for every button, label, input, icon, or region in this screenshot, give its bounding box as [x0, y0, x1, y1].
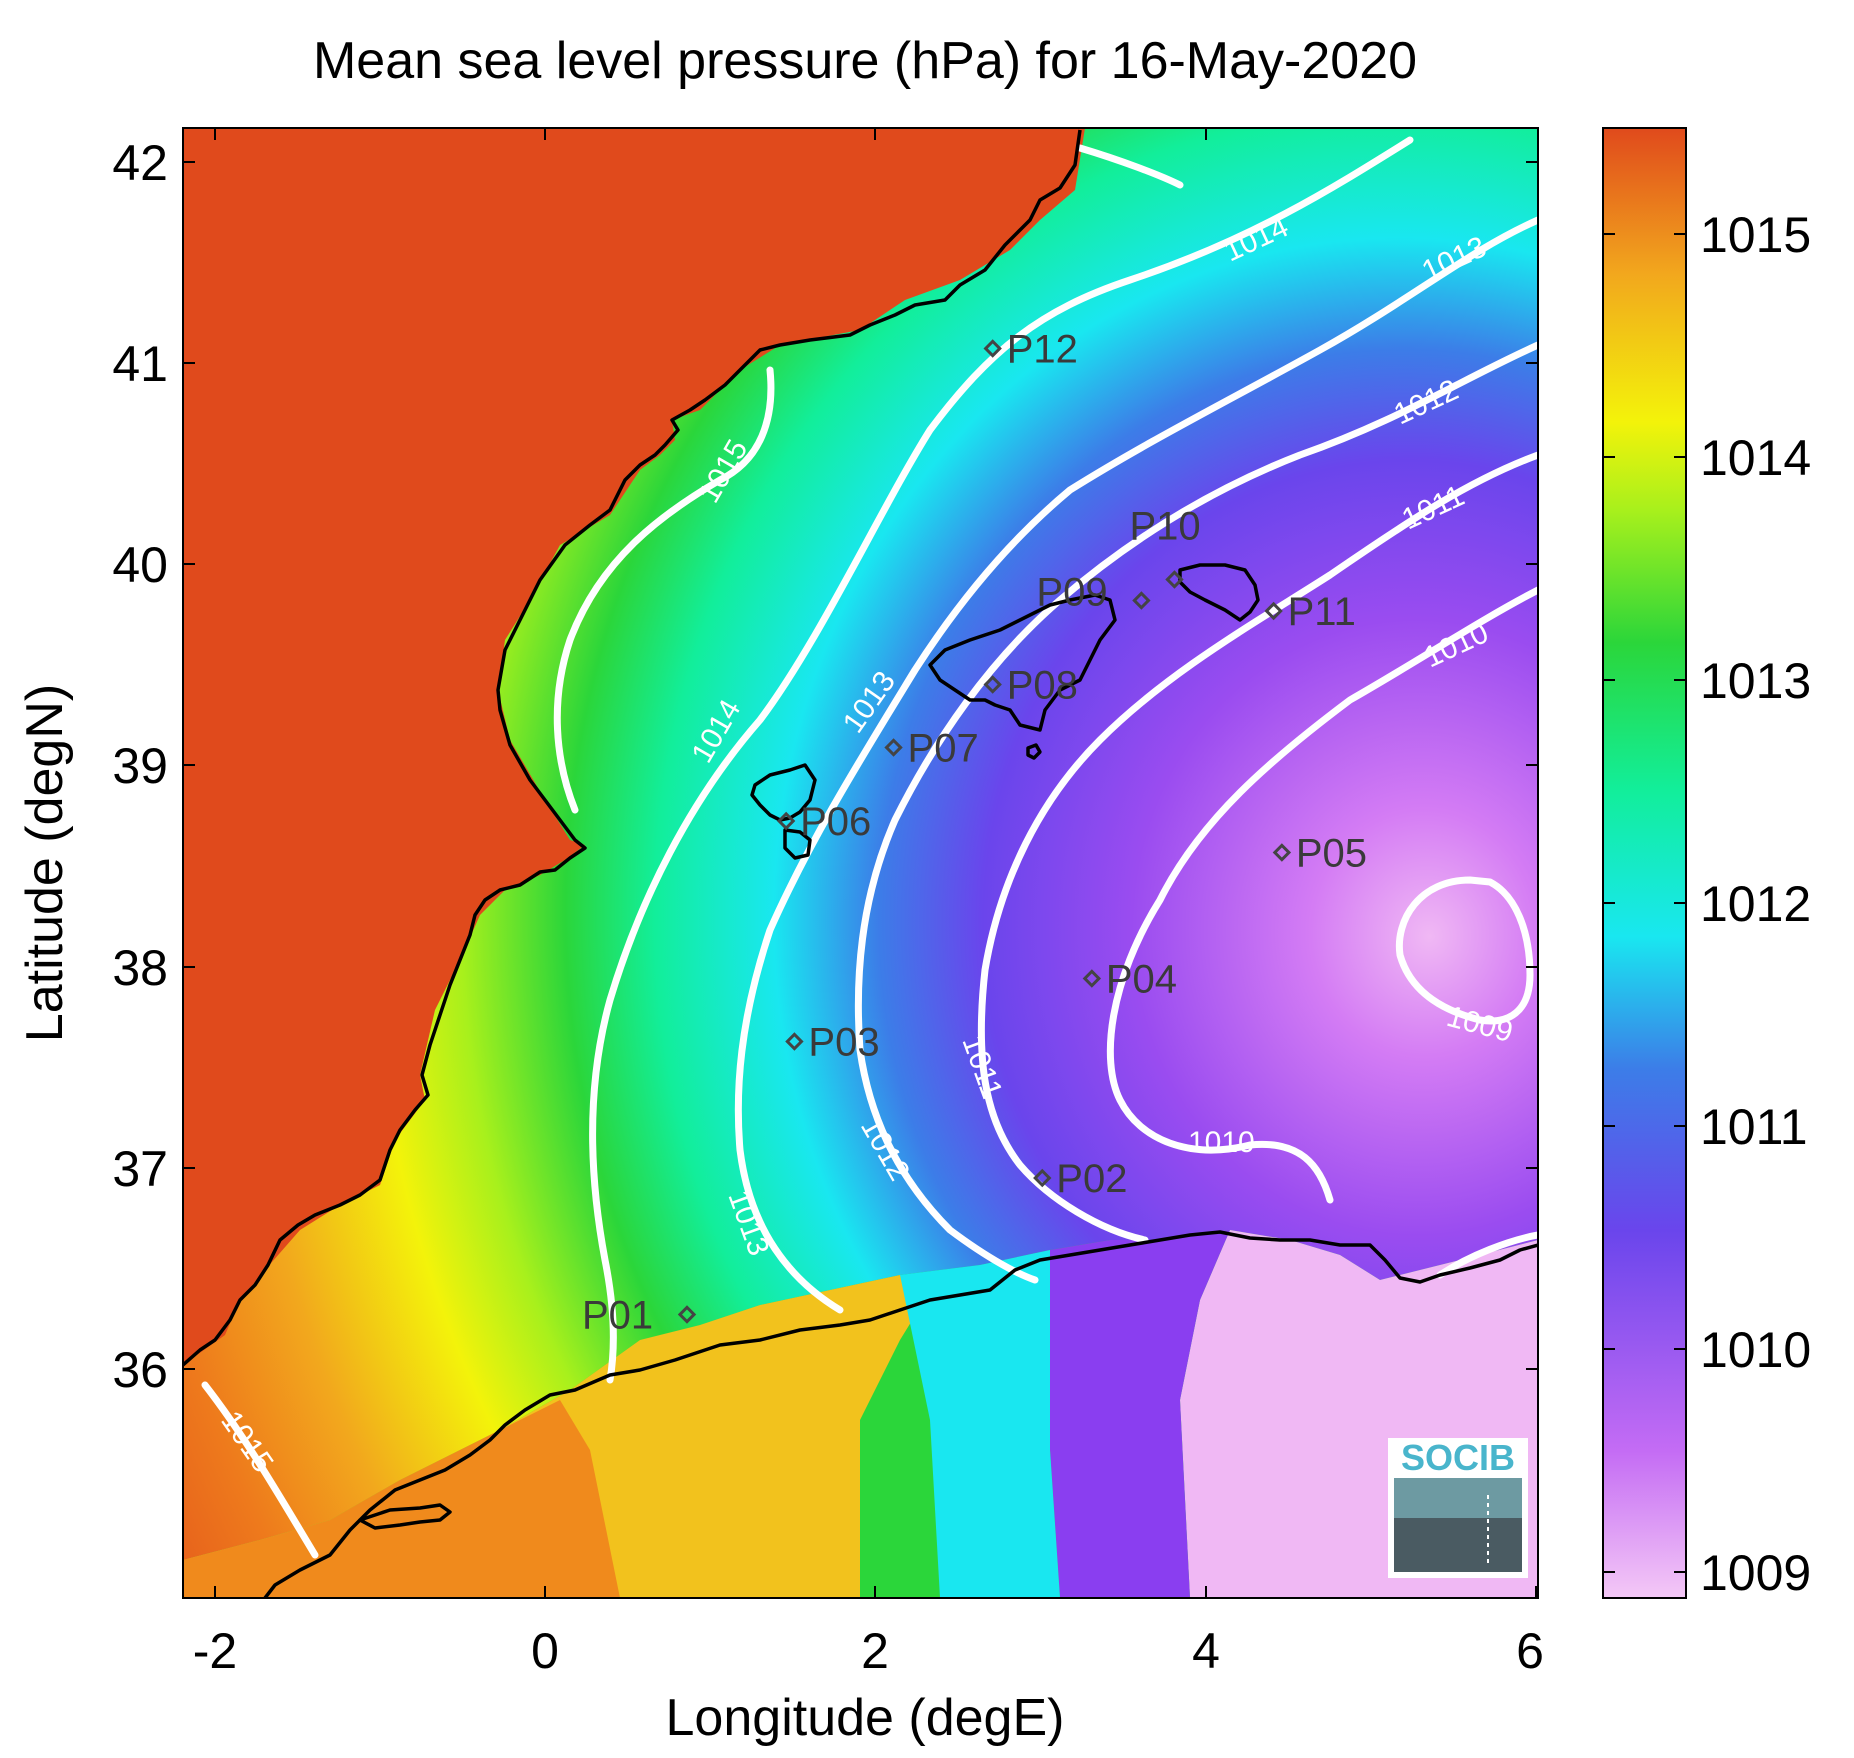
contour-1010-se [1436, 1231, 1538, 1279]
stations-layer: P01 P02 P03 P04 P05 P06 P07 P08 P09 P10 P11 P12 [582, 328, 1367, 1338]
station-label-p09: P09 [1036, 571, 1107, 615]
x-axis-label: Longitude (degE) [666, 1689, 1065, 1747]
station-marker-p11 [1264, 601, 1283, 621]
station-label-p12: P12 [1007, 328, 1078, 372]
y-tick-label: 42 [112, 135, 168, 191]
x-tick-label: -2 [193, 1623, 237, 1679]
colorbar-tick-label: 1010 [1700, 1322, 1811, 1378]
socib-logo-text: SOCIB [1401, 1437, 1515, 1478]
colorbar-tick-label: 1014 [1700, 430, 1811, 486]
chart-title: Mean sea level pressure (hPa) for 16-May… [313, 32, 1417, 90]
colorbar: 1015 1014 1013 1012 1011 1010 1009 [1602, 127, 1811, 1601]
coastline-formentera [783, 828, 812, 860]
x-tick-label: 2 [861, 1623, 889, 1679]
station-label-p08: P08 [1007, 664, 1078, 708]
contour-1015-north [553, 144, 1184, 814]
station-label-p06: P06 [800, 800, 871, 844]
contour-1013 [734, 216, 1538, 1314]
station-marker-p10 [1165, 570, 1184, 589]
land-iberia [183, 128, 1085, 1365]
y-tick-label: 41 [112, 336, 168, 392]
station-marker-p06 [776, 811, 796, 831]
station-label-p01: P01 [582, 1294, 653, 1338]
contour-1012 [854, 341, 1538, 1284]
station-marker-p03 [785, 1032, 804, 1051]
station-marker-p01 [677, 1305, 697, 1324]
station-marker-p02 [1033, 1168, 1052, 1188]
coastline-menorca [1178, 563, 1260, 622]
coastline-mallorca [928, 593, 1117, 732]
y-tick-labels: 42 41 40 39 38 37 36 [112, 135, 168, 1398]
x-tick-label: 6 [1516, 1623, 1544, 1679]
station-label-p04: P04 [1106, 958, 1177, 1002]
coastline-cabrera [1026, 743, 1042, 760]
coastline-africa [263, 1230, 1538, 1598]
colorbar-tick-label: 1011 [1700, 1099, 1808, 1155]
plot-axes [182, 127, 1539, 1599]
x-tick-label: 4 [1192, 1623, 1220, 1679]
contour-1009 [1395, 876, 1534, 1025]
colorbar-tick-label: 1013 [1700, 653, 1811, 709]
contour-lines [201, 136, 1538, 1559]
station-label-p10: P10 [1129, 505, 1200, 549]
y-axis-label: Latitude (degN) [16, 684, 74, 1042]
x-tick-label: 0 [531, 1623, 559, 1679]
contour-1015-south [201, 1381, 319, 1559]
station-label-p11: P11 [1288, 590, 1356, 634]
pressure-field [183, 128, 1538, 1598]
coastline-alboran-islet [358, 1503, 452, 1530]
y-tick-label: 37 [112, 1141, 168, 1197]
coastlines [183, 129, 1538, 1598]
station-marker-p04 [1082, 969, 1102, 988]
colorbar-tick-label: 1009 [1700, 1545, 1811, 1601]
contour-1014 [589, 136, 1414, 1384]
socib-logo: SOCIB [1388, 1437, 1528, 1578]
station-marker-p07 [884, 738, 903, 757]
station-label-p03: P03 [808, 1021, 879, 1065]
y-tick-label: 36 [112, 1342, 168, 1398]
y-tick-label: 38 [112, 940, 168, 996]
station-label-p05: P05 [1296, 832, 1367, 876]
x-tick-labels: -2 0 2 4 6 [193, 1623, 1544, 1679]
contour-label-1010-b: 1010 [1188, 1126, 1255, 1159]
coastline-iberia [183, 129, 1082, 1367]
station-marker-p08 [983, 675, 1002, 694]
station-label-p02: P02 [1056, 1157, 1127, 1201]
y-tick-label: 39 [112, 738, 168, 794]
station-marker-p09 [1132, 591, 1151, 610]
coastline-ibiza [750, 763, 817, 822]
station-marker-p12 [983, 339, 1002, 358]
y-tick-label: 40 [112, 537, 168, 593]
contour-1010 [1106, 586, 1538, 1204]
colorbar-tick-label: 1015 [1700, 207, 1811, 263]
station-marker-p05 [1272, 843, 1292, 862]
colorbar-tick-label: 1012 [1700, 876, 1811, 932]
contour-1011 [977, 451, 1538, 1244]
station-label-p07: P07 [908, 727, 979, 771]
